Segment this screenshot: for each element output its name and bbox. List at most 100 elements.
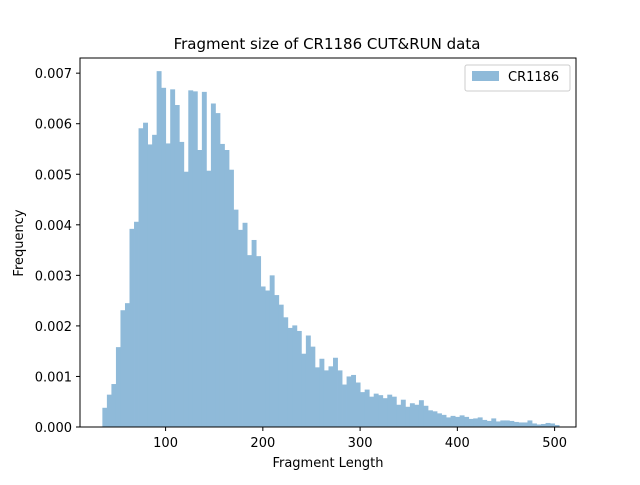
histogram-bar (210, 103, 216, 428)
x-tick-label: 500 (542, 436, 567, 451)
histogram-bar (382, 398, 388, 427)
histogram-bar (396, 404, 402, 427)
histogram-bar (400, 399, 406, 427)
histogram-bar (409, 403, 415, 427)
histogram-bar (427, 410, 433, 427)
histogram-bar (550, 423, 555, 427)
histogram-bar (527, 420, 533, 427)
histogram-bar (405, 406, 411, 427)
histogram-bar (310, 346, 316, 427)
histogram-bar (536, 424, 542, 427)
histogram-bar (441, 414, 447, 427)
histogram-bar (165, 143, 171, 427)
histogram-bar (328, 366, 334, 427)
histogram-bar (143, 122, 148, 427)
histogram-bar (111, 384, 117, 427)
x-tick-label: 400 (445, 436, 470, 451)
histogram-bar (201, 91, 207, 428)
histogram-bar (342, 384, 347, 427)
histogram-bar (301, 353, 307, 427)
histogram-bar (292, 325, 298, 427)
histogram-bar (455, 416, 461, 427)
legend-swatch (472, 71, 499, 81)
histogram-bar (468, 418, 474, 427)
histogram-bar (120, 310, 126, 427)
x-axis-label: Fragment Length (272, 456, 383, 471)
y-tick-label: 0.003 (35, 269, 72, 284)
y-tick-label: 0.002 (35, 320, 72, 335)
plot-frame (79, 57, 577, 428)
histogram-bar (369, 396, 375, 427)
histogram-bar (215, 113, 221, 427)
histogram-bar (115, 347, 121, 427)
y-axis-label: Frequency (12, 209, 27, 276)
histogram-bar (432, 411, 438, 427)
histogram-bar (238, 229, 243, 427)
histogram-bar (513, 421, 519, 427)
histogram-bar (247, 255, 252, 427)
x-axis-ticks: 100 200 300 400 500 (153, 427, 567, 451)
histogram-bar (314, 367, 320, 427)
histogram-bar (446, 417, 451, 427)
histogram-bar (509, 420, 515, 427)
histogram-bar (464, 416, 470, 427)
histogram-bar (323, 370, 329, 427)
x-tick-label: 100 (153, 436, 178, 451)
histogram-bar (269, 275, 275, 427)
histogram-bar (197, 150, 203, 427)
histogram-bar (518, 422, 524, 427)
histogram-bar (219, 143, 225, 427)
histogram-bar (156, 71, 162, 427)
histogram-bar (305, 335, 311, 427)
histogram-bar (192, 91, 198, 428)
histogram-bar (473, 418, 479, 427)
histogram-bar (414, 404, 420, 427)
histogram-bar (179, 141, 185, 427)
histogram-bar (545, 422, 551, 427)
histogram-bar (170, 89, 176, 427)
histogram-bar (129, 228, 135, 427)
histogram-bar (233, 209, 239, 427)
histogram-bar (437, 413, 442, 427)
histogram-bar (106, 394, 112, 427)
histogram-bar (373, 393, 379, 427)
histogram-bar (355, 382, 361, 427)
y-tick-label: 0.007 (35, 67, 72, 82)
histogram-bar (161, 87, 167, 427)
histogram-bar (378, 395, 384, 427)
histogram-bar (482, 419, 488, 427)
histogram-bar (491, 418, 497, 427)
x-tick-label: 200 (250, 436, 275, 451)
y-tick-label: 0.000 (35, 421, 72, 436)
histogram-bar (102, 407, 108, 427)
histogram-bar (495, 421, 501, 427)
histogram-bar (522, 422, 528, 427)
histogram-bar (337, 370, 343, 427)
legend-label: CR1186 (508, 70, 559, 85)
histogram-bar (364, 389, 370, 427)
chart-title: Fragment size of CR1186 CUT&RUN data (174, 35, 481, 53)
y-tick-label: 0.005 (35, 168, 72, 183)
histogram-bar (541, 423, 546, 427)
y-tick-label: 0.004 (35, 219, 72, 234)
histogram-bar (296, 330, 302, 427)
y-axis-ticks: 0.000 0.001 0.002 0.003 0.004 0.005 0.006 0.007 (35, 67, 80, 436)
histogram-bar (134, 221, 139, 427)
histogram-bar (147, 144, 153, 427)
histogram-bar (504, 420, 510, 427)
histogram-bar (500, 420, 506, 427)
histogram-bar (346, 376, 352, 427)
histogram-bar (450, 415, 456, 427)
histogram-bar (283, 317, 289, 427)
histogram-bar (174, 105, 180, 427)
histogram-bar (333, 357, 338, 427)
histogram-bar (418, 400, 424, 427)
histogram-bar (391, 396, 397, 427)
histogram-bar (554, 424, 560, 427)
histogram-bar (477, 417, 483, 427)
histogram-bar (278, 304, 284, 427)
bars-group (102, 71, 560, 428)
histogram-bar (124, 303, 130, 427)
histogram-bar (183, 171, 189, 427)
